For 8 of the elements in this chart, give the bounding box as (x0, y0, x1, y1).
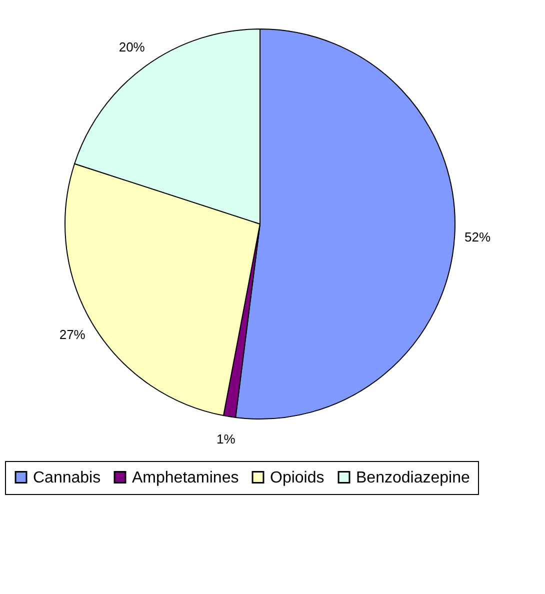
data-label: 20% (118, 40, 146, 55)
legend-label: Amphetamines (132, 469, 239, 486)
legend-label: Benzodiazepine (356, 469, 470, 486)
data-label: 27% (59, 326, 86, 342)
legend-label: Cannabis (33, 469, 101, 486)
data-label: 52% (464, 230, 492, 245)
legend-label: Opioids (270, 469, 324, 486)
data-label: 1% (216, 431, 236, 446)
